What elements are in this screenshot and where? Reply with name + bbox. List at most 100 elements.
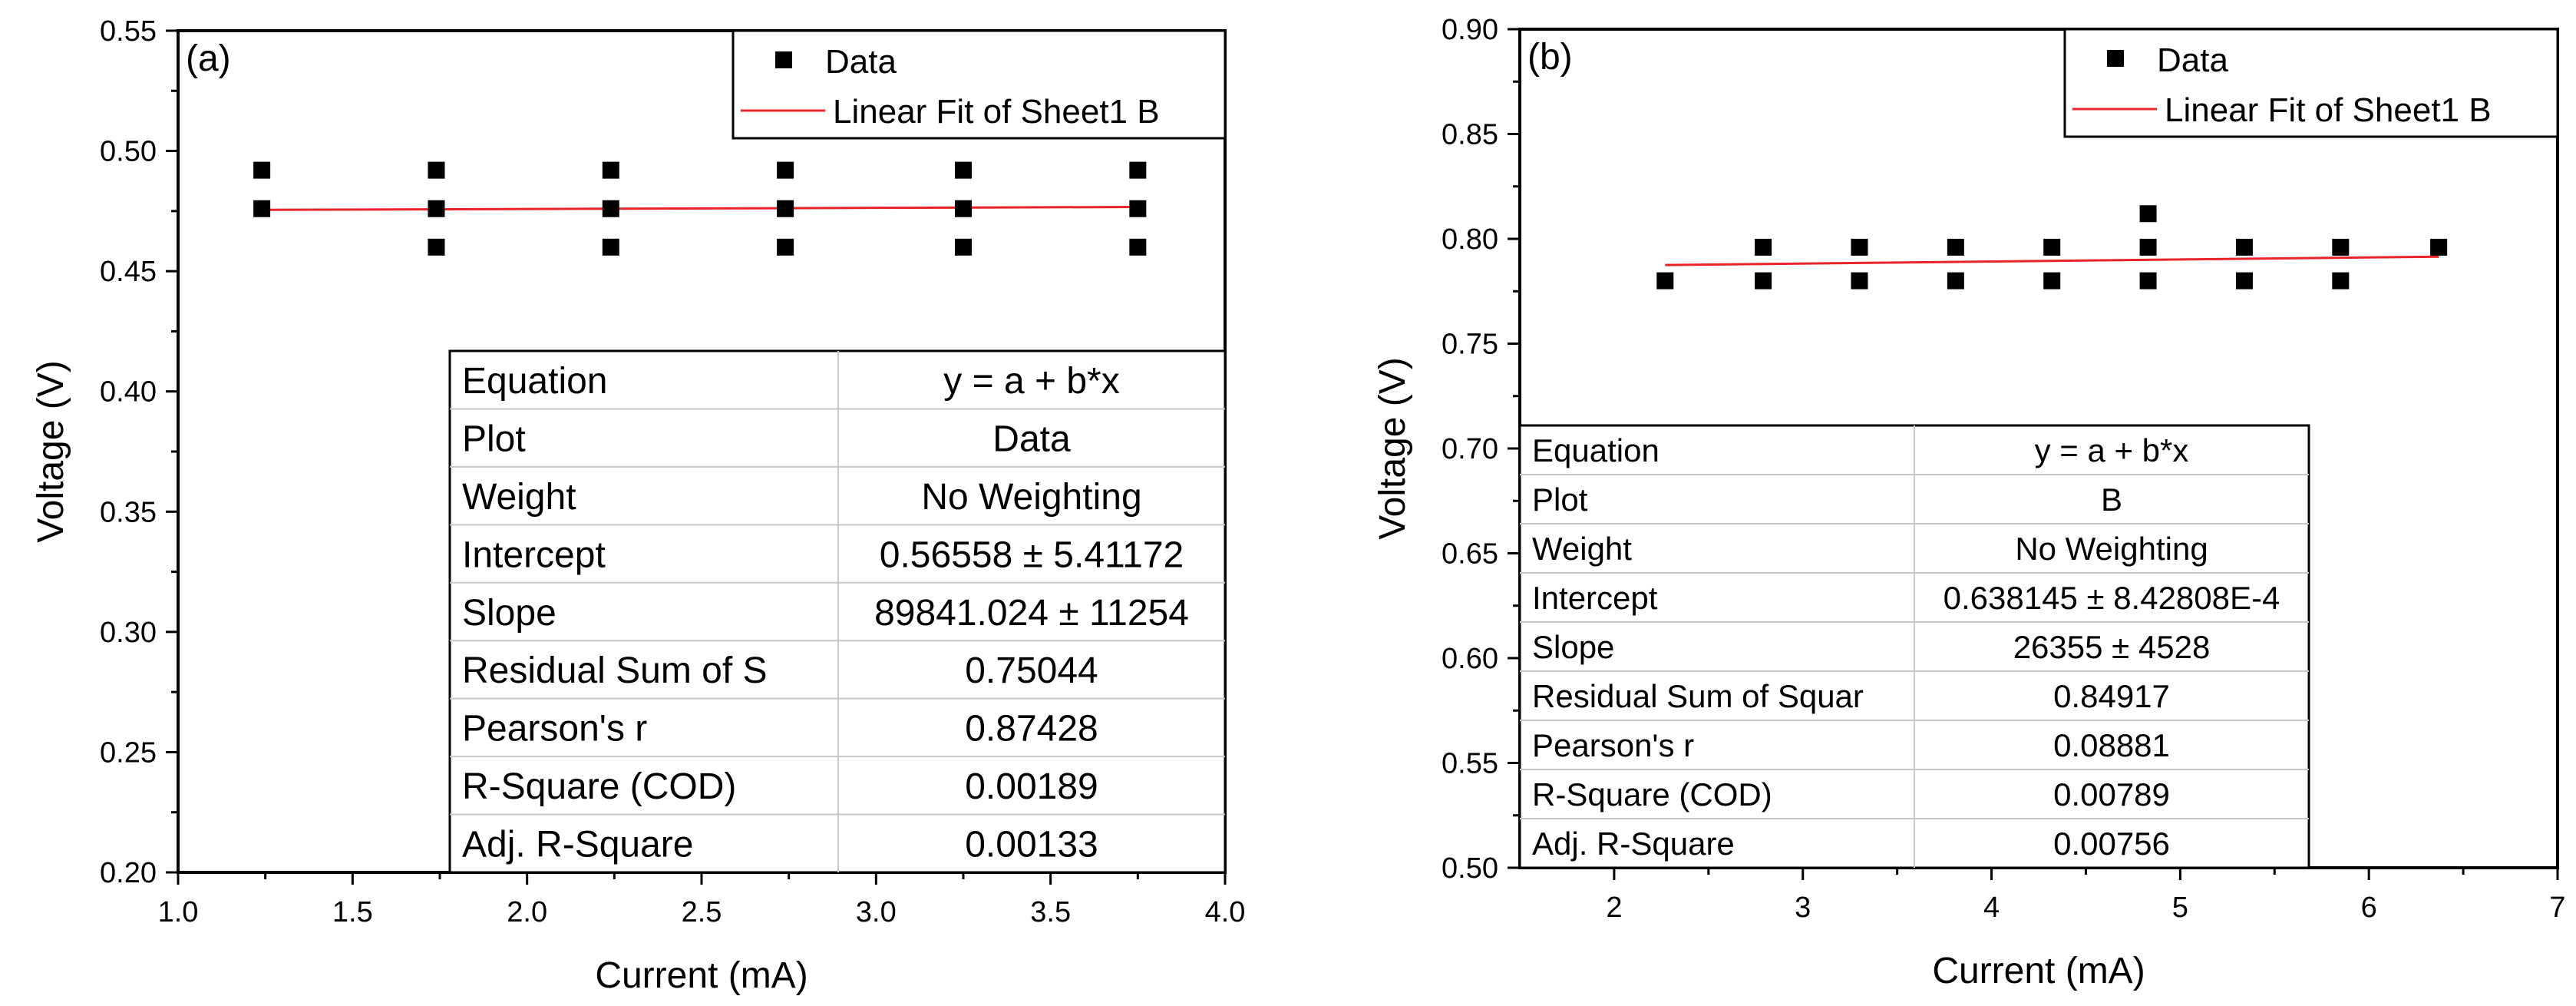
stats-table-key: Adj. R-Square [462, 825, 693, 865]
x-tick-label: 1.5 [332, 896, 373, 928]
stats-table-value: B [2101, 481, 2122, 518]
x-axis-title: Current (mA) [595, 955, 807, 996]
data-point [777, 161, 794, 179]
data-point [955, 200, 972, 217]
panel-label: (a) [186, 38, 231, 79]
data-point [1129, 161, 1147, 179]
data-point [1851, 238, 1868, 256]
y-tick-label: 0.80 [1442, 223, 1498, 256]
stats-table-key: Equation [1532, 432, 1660, 468]
data-point [2235, 238, 2253, 256]
stats-table-key: R-Square (COD) [462, 766, 736, 807]
fit-line [1665, 255, 2439, 266]
x-axis-title: Current (mA) [1932, 951, 2145, 991]
stats-table-value: 0.56558 ± 5.41172 [880, 534, 1184, 575]
stats-table-value: No Weighting [921, 477, 1141, 518]
stats-table-value: 0.87428 [965, 709, 1098, 750]
stats-table-value: Data [992, 419, 1071, 459]
data-point [2430, 238, 2448, 256]
fit-line [262, 206, 1138, 211]
stats-table-key: R-Square (COD) [1532, 776, 1772, 812]
y-tick-label: 0.90 [1442, 14, 1498, 46]
stats-table: Equation y = a + b*x Plot Data Weight No Weig… [448, 349, 1227, 874]
stats-table-key: Intercept [1532, 580, 1658, 616]
x-tick-label: 4 [1983, 892, 2000, 924]
y-tick-label: 0.30 [100, 617, 157, 649]
y-tick-label: 0.50 [100, 136, 157, 168]
legend-marker-square [775, 51, 792, 68]
legend-box [2063, 28, 2559, 138]
y-tick-label: 0.70 [1442, 433, 1498, 465]
data-point [253, 200, 271, 217]
data-point [2139, 205, 2157, 223]
legend: Data Linear Fit of Sheet1 B [732, 29, 1227, 140]
y-axis-title: Voltage (V) [1372, 357, 1413, 539]
y-tick-label: 0.20 [100, 857, 157, 889]
stats-table-value: 0.00756 [2053, 826, 2170, 862]
stats-table-key: Plot [1532, 481, 1588, 518]
y-tick-label: 0.75 [1442, 329, 1498, 361]
stats-table-value: 89841.024 ± 11254 [874, 593, 1189, 634]
x-tick-label: 4.0 [1205, 896, 1246, 928]
x-tick-label: 5 [2172, 892, 2188, 924]
stats-table-key: Intercept [462, 534, 606, 575]
panel-label: (b) [1527, 37, 1573, 78]
y-tick-label: 0.85 [1442, 119, 1498, 151]
legend: Data Linear Fit of Sheet1 B [2063, 28, 2559, 138]
y-tick-label: 0.45 [100, 256, 157, 288]
stats-table-value: No Weighting [2015, 531, 2208, 567]
stats-table-value: y = a + b*x [2035, 432, 2189, 468]
legend-label-data: Data [2157, 41, 2228, 79]
stats-table-value: 0.08881 [2053, 727, 2170, 763]
data-point [428, 238, 445, 256]
stats-table-key: Pearson's r [462, 709, 647, 750]
data-point [2332, 238, 2350, 256]
data-point [1755, 272, 1772, 290]
data-point [955, 238, 972, 256]
stats-table-key: Weight [462, 477, 576, 518]
data-point [1755, 238, 1772, 256]
x-tick-label: 2 [1606, 892, 1622, 924]
stats-table-value: 0.84917 [2053, 678, 2170, 714]
y-tick-label: 0.50 [1442, 852, 1498, 885]
x-tick-label: 2.0 [507, 896, 547, 928]
stats-table-value: y = a + b*x [943, 361, 1119, 402]
data-point [602, 200, 619, 217]
data-point [2332, 272, 2350, 290]
y-tick-label: 0.65 [1442, 538, 1498, 571]
data-point [428, 200, 445, 217]
stats-table-value: 0.75044 [965, 650, 1098, 691]
stats-table-key: Pearson's r [1532, 727, 1694, 763]
y-tick-label: 0.40 [100, 376, 157, 409]
y-axis-title: Voltage (V) [31, 360, 71, 542]
data-point [2043, 238, 2061, 256]
stats-table-value: 26355 ± 4528 [2013, 629, 2211, 665]
stats-table-key: Plot [462, 419, 526, 459]
stats-table: Equation y = a + b*x Plot B Weight No Weighti… [1518, 424, 2310, 869]
stats-table-key: Weight [1532, 531, 1632, 567]
data-point [602, 161, 619, 179]
data-point [2235, 272, 2253, 290]
y-tick-label: 0.35 [100, 496, 157, 528]
stats-table-value: 0.638145 ± 8.42808E-4 [1944, 580, 2280, 616]
legend-label-fit: Linear Fit of Sheet1 B [833, 93, 1160, 131]
stats-table-key: Equation [462, 361, 608, 402]
data-point [602, 238, 619, 256]
data-point [1129, 200, 1147, 217]
x-tick-label: 1.0 [158, 896, 199, 928]
x-tick-label: 3.0 [856, 896, 897, 928]
data-point [253, 161, 271, 179]
data-point [955, 161, 972, 179]
legend-label-fit: Linear Fit of Sheet1 B [2165, 91, 2492, 129]
stats-table-value: 0.00189 [965, 766, 1098, 807]
stats-table-key: Slope [462, 593, 556, 634]
data-point [1947, 238, 1964, 256]
data-point [2043, 272, 2061, 290]
stats-table-key: Residual Sum of S [462, 650, 768, 691]
data-point [777, 238, 794, 256]
stats-table-key: Residual Sum of Squar [1532, 678, 1864, 714]
data-point [2139, 238, 2157, 256]
chart-panel-b: 2 3 4 5 6 7 0.50 0.55 0.60 0.65 0.70 0.75 0.80 0.85 0.… [1372, 14, 2566, 991]
x-tick-label: 7 [2549, 892, 2565, 924]
